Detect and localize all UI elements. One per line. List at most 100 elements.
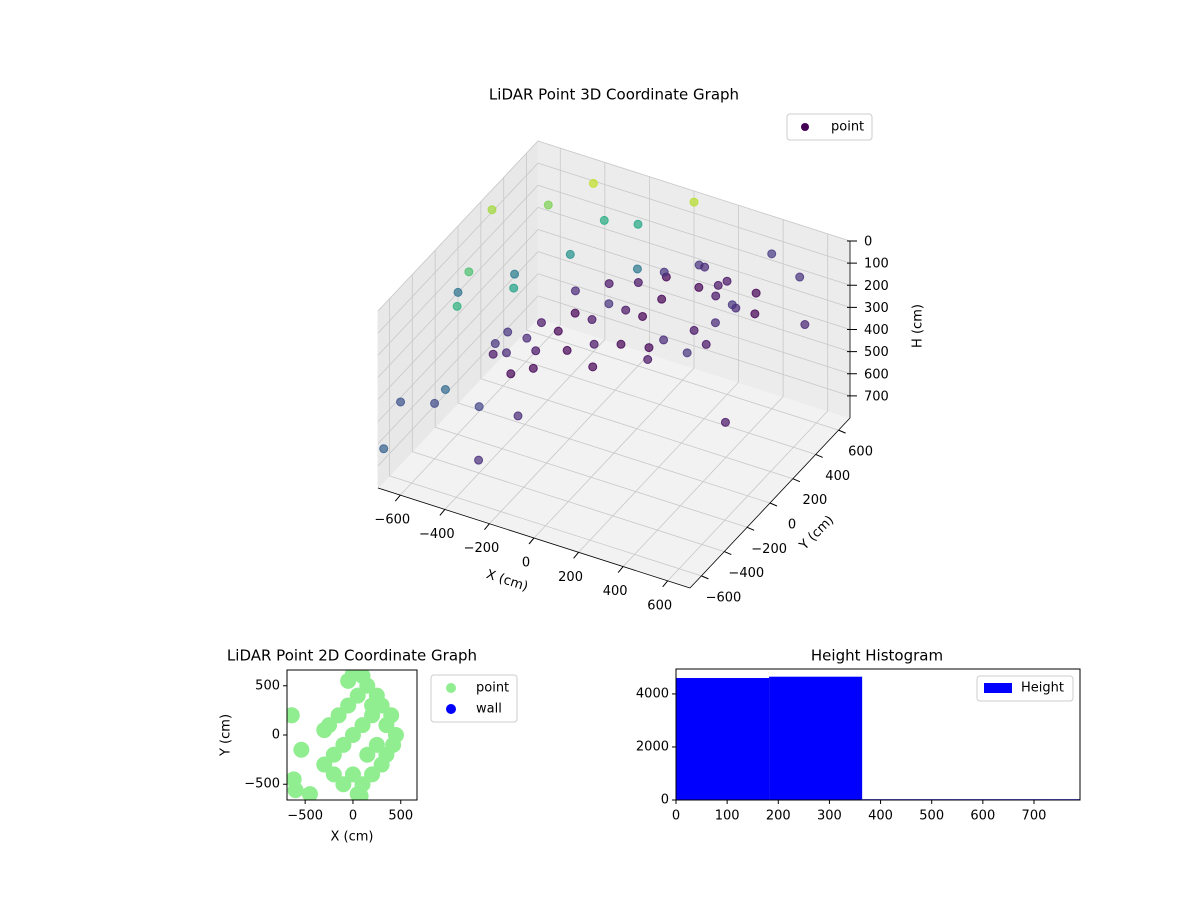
y-tick-label: 500	[255, 678, 280, 693]
data-point	[621, 305, 631, 315]
x-tick	[573, 551, 579, 559]
legend-patch	[984, 683, 1012, 693]
grid-line	[377, 184, 539, 356]
data-point	[701, 339, 711, 349]
data-point	[316, 722, 333, 739]
grid-line	[537, 184, 851, 286]
data-point	[335, 736, 352, 753]
grid-line	[377, 140, 539, 312]
grid-line	[537, 295, 851, 397]
data-point	[344, 727, 361, 743]
data-point	[565, 249, 575, 259]
x-tick-label: −600	[374, 513, 410, 528]
data-point	[751, 288, 761, 298]
y-tick-label: −200	[751, 542, 787, 557]
y-tick-label: 600	[848, 445, 873, 460]
grid-line	[457, 402, 771, 504]
legend-box	[786, 113, 873, 141]
points	[287, 670, 404, 800]
data-point	[767, 249, 777, 259]
data-point	[335, 776, 352, 793]
data-point	[682, 348, 692, 358]
data-point	[330, 707, 347, 724]
grid-line	[537, 273, 851, 375]
data-point	[385, 736, 402, 753]
data-point	[700, 262, 710, 272]
data-point	[510, 269, 520, 279]
axis-line	[689, 417, 851, 589]
y-tick	[838, 429, 846, 434]
data-point	[536, 318, 546, 328]
chart-title: LiDAR Point 3D Coordinate Graph	[489, 86, 739, 104]
grid-line	[377, 162, 539, 334]
data-point	[638, 311, 648, 321]
legend-label: point	[831, 120, 864, 135]
bar	[769, 676, 863, 800]
data-point	[588, 178, 598, 188]
data-point	[513, 411, 523, 421]
y-tick-label: 0	[272, 728, 280, 743]
grid-line	[412, 451, 725, 552]
z-axis-label: H (cm)	[911, 304, 926, 348]
data-point	[710, 318, 720, 328]
data-point	[604, 279, 614, 289]
data-point	[632, 264, 642, 274]
z-tick-label: 100	[864, 257, 889, 272]
data-point	[659, 267, 669, 277]
grid-line	[435, 426, 748, 528]
x-tick-label: 500	[388, 809, 413, 824]
data-point	[474, 402, 484, 412]
y-tick-label: 400	[825, 469, 850, 484]
data-point	[657, 294, 667, 304]
data-point	[396, 397, 406, 407]
x-axis-label: X (cm)	[331, 830, 374, 845]
x-tick-label: 400	[868, 809, 893, 824]
x-tick-label: −400	[419, 527, 455, 542]
axes-frame	[675, 668, 1081, 801]
legend-marker	[446, 683, 456, 693]
y-tick-label: 4000	[636, 686, 669, 701]
data-point	[588, 362, 598, 372]
data-point	[795, 272, 805, 282]
data-point	[503, 327, 513, 337]
data-point	[750, 309, 760, 319]
y-tick	[792, 478, 801, 483]
legend-box	[976, 675, 1074, 702]
y-tick	[724, 551, 732, 556]
x-tick-label: 400	[603, 584, 628, 599]
z-tick-label: 600	[864, 367, 889, 382]
data-point	[720, 417, 730, 427]
data-point	[440, 385, 450, 394]
chart-title: Height Histogram	[811, 647, 943, 665]
x-tick-label: 500	[919, 809, 944, 824]
plot-3d: −600−400−2000200400600−600−400−200020040…	[374, 86, 925, 614]
data-point	[352, 788, 369, 800]
legend-label: Height	[1021, 681, 1064, 696]
y-tick-label: 2000	[636, 739, 669, 754]
data-point	[506, 369, 516, 379]
x-tick-label: 700	[1022, 809, 1047, 824]
data-point	[378, 717, 395, 734]
data-point	[509, 283, 519, 293]
data-point	[368, 736, 385, 753]
data-point	[800, 320, 810, 330]
points	[379, 178, 810, 465]
bars	[676, 676, 1080, 800]
z-tick-label: 200	[864, 279, 889, 294]
data-point	[354, 717, 371, 734]
x-tick-label: 0	[522, 556, 530, 571]
z-tick-label: 400	[864, 323, 889, 338]
grid-line	[537, 140, 851, 242]
y-tick	[746, 526, 755, 531]
data-point	[464, 267, 474, 277]
x-tick-label: 200	[766, 809, 791, 824]
data-point	[727, 300, 737, 310]
data-point	[643, 355, 653, 364]
data-point	[616, 339, 626, 349]
grid-line	[389, 475, 702, 577]
data-point	[474, 455, 484, 465]
x-tick-label: 0	[672, 809, 680, 824]
data-point	[528, 363, 538, 373]
data-point	[589, 339, 599, 349]
